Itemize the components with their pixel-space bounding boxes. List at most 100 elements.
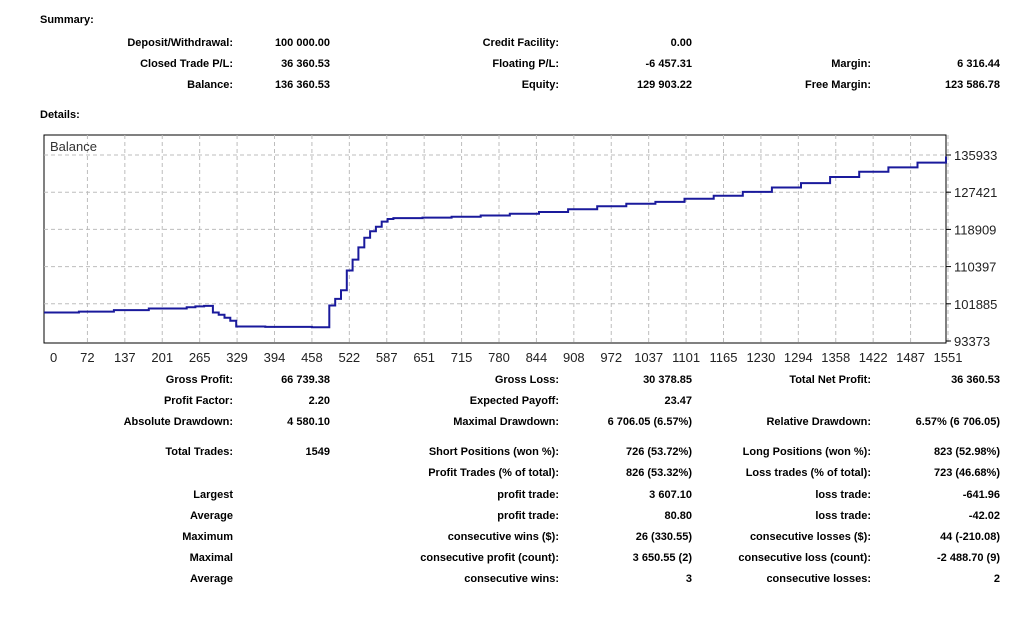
- x-tick-label: 1294: [784, 350, 813, 365]
- relative-drawdown-value: 6.57% (6 706.05): [915, 416, 1000, 428]
- x-tick-label: 458: [301, 350, 323, 365]
- y-tick-label: 101885: [954, 297, 997, 312]
- max-consecutive-wins-label: consecutive wins ($):: [447, 531, 559, 543]
- largest-profit-trade-label: profit trade:: [497, 489, 559, 501]
- x-tick-label: 844: [526, 350, 548, 365]
- summary-title: Summary:: [40, 14, 94, 26]
- maximum-label: Maximum: [182, 531, 233, 543]
- x-axis-ticks: 0 72 137 201 265 329 394 458 522 587 651 715 780 844 9…: [50, 350, 962, 365]
- chart-grid: [44, 135, 949, 343]
- free-margin-label: Free Margin:: [804, 79, 871, 91]
- free-margin-value: 123 586.78: [944, 79, 1000, 91]
- x-tick-label: 1487: [896, 350, 925, 365]
- short-positions-label: Short Positions (won %):: [428, 446, 559, 458]
- total-net-profit-label: Total Net Profit:: [789, 374, 871, 386]
- maximal-drawdown-value: 6 706.05 (6.57%): [607, 416, 692, 428]
- margin-label: Margin:: [831, 58, 871, 70]
- profit-factor-value: 2.20: [308, 395, 330, 407]
- absolute-drawdown-label: Absolute Drawdown:: [123, 416, 233, 428]
- maximal-consecutive-profit-label: consecutive profit (count):: [420, 552, 559, 564]
- long-positions-value: 823 (52.98%): [933, 446, 1000, 458]
- balance-label: Balance:: [187, 79, 233, 91]
- x-tick-label: 1358: [821, 350, 850, 365]
- profit-trades-label: Profit Trades (% of total):: [428, 467, 559, 479]
- x-tick-label: 972: [600, 350, 622, 365]
- absolute-drawdown-value: 4 580.10: [287, 416, 330, 428]
- average-label: Average: [189, 510, 233, 522]
- gross-loss-value: 30 378.85: [643, 374, 692, 386]
- maximal-consecutive-loss-value: -2 488.70 (9): [937, 552, 1000, 564]
- average-loss-trade-label: loss trade:: [815, 510, 871, 522]
- total-net-profit-value: 36 360.53: [951, 374, 1000, 386]
- x-tick-label: 1037: [634, 350, 663, 365]
- average-consecutive-wins-label: consecutive wins:: [464, 573, 559, 585]
- margin-value: 6 316.44: [957, 58, 1000, 70]
- maximal-label: Maximal: [189, 552, 233, 564]
- loss-trades-label: Loss trades (% of total):: [745, 467, 871, 479]
- x-tick-label: 265: [189, 350, 211, 365]
- max-consecutive-losses-value: 44 (-210.08): [940, 531, 1000, 543]
- y-tick-label: 110397: [954, 260, 996, 275]
- total-trades-value: 1549: [305, 446, 330, 458]
- x-tick-label: 1422: [859, 350, 888, 365]
- credit-label: Credit Facility:: [482, 37, 559, 49]
- x-tick-label: 587: [376, 350, 398, 365]
- loss-trades-value: 723 (46.68%): [933, 467, 1000, 479]
- closed-pl-value: 36 360.53: [281, 58, 330, 70]
- total-trades-label: Total Trades:: [165, 446, 233, 458]
- chart-title: Balance: [50, 139, 97, 154]
- average-loss-trade-value: -42.02: [968, 510, 1000, 522]
- relative-drawdown-label: Relative Drawdown:: [766, 416, 871, 428]
- expected-payoff-label: Expected Payoff:: [469, 395, 559, 407]
- average-consecutive-losses-label: consecutive losses:: [766, 573, 871, 585]
- credit-value: 0.00: [670, 37, 692, 49]
- profit-factor-label: Profit Factor:: [163, 395, 233, 407]
- maximal-drawdown-label: Maximal Drawdown:: [453, 416, 559, 428]
- largest-profit-trade-value: 3 607.10: [649, 489, 692, 501]
- x-tick-label: 329: [226, 350, 248, 365]
- floating-pl-label: Floating P/L:: [492, 58, 559, 70]
- maximal-consecutive-profit-value: 3 650.55 (2): [632, 552, 692, 564]
- x-tick-label: 137: [114, 350, 136, 365]
- x-tick-label: 72: [80, 350, 94, 365]
- expected-payoff-value: 23.47: [664, 395, 692, 407]
- x-tick-label: 0: [50, 350, 57, 365]
- largest-loss-trade-label: loss trade:: [815, 489, 871, 501]
- gross-profit-label: Gross Profit:: [165, 374, 233, 386]
- y-tick-label: 127421: [954, 185, 997, 200]
- chart-plot-area: [43, 134, 947, 344]
- floating-pl-value: -6 457.31: [645, 58, 692, 70]
- balance-chart: Balance 135933 127421 118909 110397 101885 93…: [43, 134, 997, 365]
- y-tick-label: 118909: [954, 222, 996, 237]
- long-positions-label: Long Positions (won %):: [742, 446, 871, 458]
- gross-loss-label: Gross Loss:: [494, 374, 559, 386]
- average-consecutive-label: Average: [189, 573, 233, 585]
- x-tick-label: 651: [413, 350, 435, 365]
- average-consecutive-losses-value: 2: [993, 573, 1000, 585]
- max-consecutive-losses-label: consecutive losses ($):: [749, 531, 871, 543]
- x-tick-label: 522: [338, 350, 360, 365]
- x-tick-label: 908: [563, 350, 585, 365]
- x-tick-label: 1165: [710, 350, 738, 365]
- deposit-label: Deposit/Withdrawal:: [127, 37, 233, 49]
- profit-trades-value: 826 (53.32%): [625, 467, 692, 479]
- y-tick-label: 93373: [954, 334, 990, 349]
- x-tick-label: 1101: [672, 350, 700, 365]
- balance-value: 136 360.53: [274, 79, 330, 91]
- largest-label: Largest: [193, 489, 233, 501]
- average-profit-trade-value: 80.80: [664, 510, 692, 522]
- y-axis-ticks: 135933 127421 118909 110397 101885 93373: [946, 148, 997, 349]
- balance-series-line: [44, 156, 947, 329]
- average-profit-trade-label: profit trade:: [497, 510, 559, 522]
- x-tick-label: 715: [451, 350, 473, 365]
- x-tick-label: 1230: [746, 350, 775, 365]
- equity-label: Equity:: [521, 79, 559, 91]
- largest-loss-trade-value: -641.96: [962, 489, 1000, 501]
- x-tick-label: 780: [488, 350, 510, 365]
- gross-profit-value: 66 739.38: [281, 374, 330, 386]
- maximal-consecutive-loss-label: consecutive loss (count):: [738, 552, 871, 564]
- closed-pl-label: Closed Trade P/L:: [140, 58, 233, 70]
- average-consecutive-wins-value: 3: [685, 573, 692, 585]
- x-tick-label: 201: [151, 350, 173, 365]
- deposit-value: 100 000.00: [274, 37, 330, 49]
